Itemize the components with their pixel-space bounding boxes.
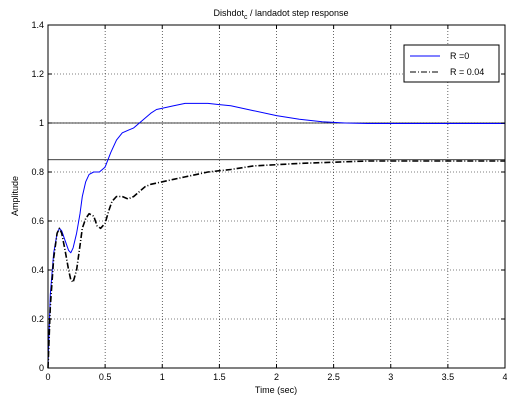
y-tick-label: 0.4 xyxy=(31,265,44,275)
x-axis-ticks: 0 0.5 1 1.5 2 2.5 3 3.5 4 xyxy=(45,25,507,382)
legend-label-r0: R =0 xyxy=(450,51,469,61)
y-axis-label: Amplitude xyxy=(10,176,20,216)
y-tick-label: 0.2 xyxy=(31,314,44,324)
chart-title: Dishdotc / landadot step response xyxy=(213,8,348,21)
x-tick-label: 2.5 xyxy=(327,372,340,382)
x-tick-label: 3.5 xyxy=(442,372,455,382)
x-tick-label: 0.5 xyxy=(99,372,112,382)
x-tick-label: 1 xyxy=(160,372,165,382)
legend-box xyxy=(403,44,500,83)
x-axis-label: Time (sec) xyxy=(255,385,297,395)
x-tick-label: 1.5 xyxy=(213,372,226,382)
x-tick-label: 4 xyxy=(502,372,507,382)
x-tick-label: 0 xyxy=(45,372,50,382)
series-line-0 xyxy=(47,102,505,369)
legend-label-r004: R = 0.04 xyxy=(450,67,484,77)
chart-title-subscript: c xyxy=(244,14,248,21)
y-tick-label: 1 xyxy=(39,118,44,128)
y-tick-label: 0.8 xyxy=(31,167,44,177)
legend: R =0 R = 0.04 xyxy=(403,44,500,83)
chart-title-rest: / landadot step response xyxy=(247,8,348,18)
series-line-1 xyxy=(47,160,505,369)
y-tick-label: 0.6 xyxy=(31,216,44,226)
x-tick-label: 2 xyxy=(274,372,279,382)
y-tick-label: 1.2 xyxy=(31,69,44,79)
y-tick-label: 0 xyxy=(39,363,44,373)
series-group xyxy=(47,102,505,369)
y-tick-label: 1.4 xyxy=(31,20,44,30)
chart-title-main: Dishdot xyxy=(213,8,244,18)
y-axis-ticks: 0 0.2 0.4 0.6 0.8 1 1.2 1.4 xyxy=(31,20,505,373)
x-tick-label: 3 xyxy=(388,372,393,382)
